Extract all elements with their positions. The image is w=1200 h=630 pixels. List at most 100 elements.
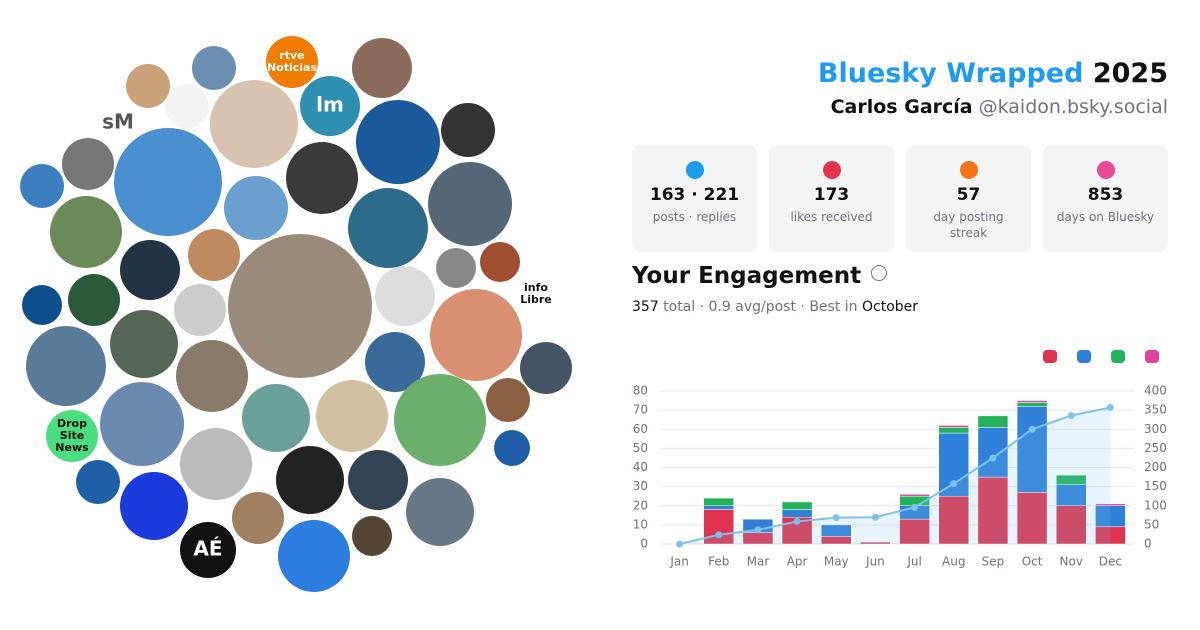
avatar[interactable] <box>114 128 222 236</box>
avatar[interactable] <box>514 272 558 316</box>
avatar[interactable] <box>26 326 106 406</box>
avatar[interactable] <box>316 380 388 452</box>
avatar[interactable] <box>126 64 170 108</box>
x-tick-label: Sep <box>982 555 1005 569</box>
stat-value: 57 <box>956 185 981 205</box>
avatar-label: Drop <box>57 417 87 430</box>
title: Bluesky Wrapped 2025 <box>818 58 1168 89</box>
avatar[interactable] <box>352 516 392 556</box>
bar-segment <box>1016 492 1048 545</box>
bar-segment <box>977 427 1009 478</box>
avatar[interactable] <box>120 240 180 300</box>
avatar[interactable] <box>68 274 120 326</box>
avatar[interactable] <box>120 472 188 540</box>
cumulative-point <box>871 513 879 521</box>
bar-segment <box>977 415 1009 428</box>
avatar[interactable] <box>20 164 64 208</box>
cumulative-point <box>754 526 762 534</box>
stat-label: days on Bluesky <box>1056 210 1155 224</box>
avatar[interactable] <box>224 176 288 240</box>
stat-icon <box>822 161 841 179</box>
cumulative-point <box>715 531 723 539</box>
cumulative-point <box>676 540 684 548</box>
avatar[interactable] <box>76 460 120 504</box>
avatar-label: Site <box>60 429 84 442</box>
y2-tick-label: 350 <box>1144 403 1167 417</box>
avatar[interactable] <box>430 289 522 381</box>
avatar-label: sM <box>102 110 134 134</box>
avatar[interactable] <box>286 142 358 214</box>
avatar[interactable] <box>365 332 425 392</box>
bar-segment <box>781 501 813 510</box>
y2-tick-label: 400 <box>1144 384 1167 398</box>
user-handle[interactable]: @kaidon.bsky.social <box>978 96 1168 118</box>
legend-icon[interactable] <box>1145 350 1159 363</box>
info-icon[interactable] <box>871 265 888 281</box>
avatar[interactable] <box>276 446 344 514</box>
avatar[interactable] <box>520 342 572 394</box>
avatar[interactable] <box>480 242 520 282</box>
cumulative-point <box>950 480 958 488</box>
avatar[interactable] <box>180 522 236 578</box>
bar-segment <box>899 494 930 497</box>
summary-total: 357 <box>632 299 659 315</box>
user: Carlos García @kaidon.bsky.social <box>831 96 1168 118</box>
avatar[interactable] <box>228 234 372 378</box>
legend-icon[interactable] <box>1077 350 1091 363</box>
avatar-label: rtve <box>279 49 304 62</box>
avatar[interactable] <box>394 374 486 466</box>
avatar[interactable] <box>348 450 408 510</box>
x-tick-label: Oct <box>1022 555 1043 569</box>
avatar[interactable] <box>210 80 298 168</box>
avatar[interactable] <box>428 162 512 246</box>
avatar[interactable] <box>375 266 435 326</box>
avatar[interactable] <box>494 430 530 466</box>
avatar[interactable] <box>165 84 209 128</box>
stat-value: 853 <box>1087 185 1124 205</box>
avatar[interactable] <box>348 188 428 268</box>
avatar[interactable] <box>192 46 236 90</box>
avatar[interactable] <box>266 36 318 88</box>
bar-segment <box>1016 406 1048 493</box>
avatar[interactable] <box>436 248 476 288</box>
avatar[interactable] <box>50 196 122 268</box>
y-tick-label: 60 <box>633 422 648 436</box>
cumulative-point <box>832 514 840 522</box>
avatar[interactable] <box>486 378 530 422</box>
legend-icon[interactable] <box>1111 350 1125 363</box>
avatar[interactable] <box>174 284 226 336</box>
avatar[interactable] <box>300 76 360 136</box>
bar-segment <box>703 497 734 507</box>
avatar[interactable] <box>188 229 240 281</box>
avatar[interactable] <box>278 520 350 592</box>
y-tick-label: 80 <box>633 384 648 398</box>
avatar[interactable] <box>242 384 310 452</box>
stat-label: posts · replies <box>652 210 737 224</box>
x-tick-label: Nov <box>1060 555 1083 569</box>
avatar[interactable] <box>356 100 440 184</box>
avatar[interactable] <box>232 492 284 544</box>
y2-tick-label: 0 <box>1144 537 1152 551</box>
avatar[interactable] <box>62 138 114 190</box>
avatar[interactable] <box>180 428 252 500</box>
stat-value: 173 <box>813 185 850 205</box>
bar-segment <box>938 427 969 434</box>
stat-icon <box>1096 161 1115 179</box>
legend-icon[interactable] <box>1043 350 1057 363</box>
avatar[interactable] <box>441 103 495 157</box>
cumulative-point <box>1028 425 1036 433</box>
avatar[interactable] <box>352 38 412 98</box>
avatar[interactable] <box>22 285 62 325</box>
stat-card: 853 days on Bluesky <box>1043 145 1168 252</box>
bar-segment <box>781 509 813 518</box>
avatar[interactable] <box>110 310 178 378</box>
x-tick-label: Jan <box>669 555 689 569</box>
summary-best: October <box>861 299 919 315</box>
avatar[interactable] <box>176 340 248 412</box>
y-tick-label: 0 <box>640 537 648 551</box>
cumulative-point <box>1067 411 1075 419</box>
cumulative-point <box>989 454 997 462</box>
avatar[interactable] <box>46 410 98 462</box>
avatar[interactable] <box>406 478 474 546</box>
avatar[interactable] <box>100 382 184 466</box>
